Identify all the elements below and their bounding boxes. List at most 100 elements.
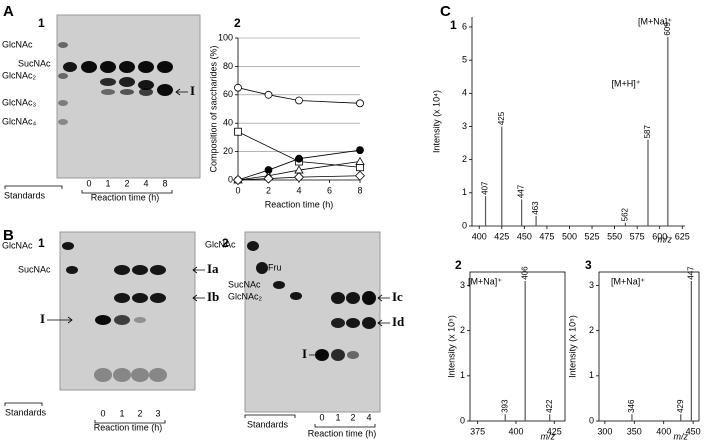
tlc-spot [150,293,166,303]
tlc-spot [58,100,68,106]
tlc-spot [81,61,97,73]
lane-label: 2 [137,408,142,418]
lane-label: 2 [124,178,129,188]
x-tick-label: 475 [539,231,554,241]
series-line [237,161,361,181]
product-label: Ic [392,289,403,304]
tlc-spot [100,61,116,73]
peak-label: 425 [497,111,506,125]
y-tick-label: 100 [218,32,233,42]
standard-label: GlcNAc [2,240,33,250]
panel-number: 3 [585,258,592,272]
y-tick-label: 3 [460,280,465,290]
y-tick-label: 4 [462,88,467,98]
y-tick-label: 0 [589,415,594,425]
arrow [175,88,188,96]
standard-label: GlcNAc₃ [2,97,37,107]
bracket [4,185,63,189]
x-axis-label: Reaction time (h) [91,192,160,202]
tlc-spot [138,61,154,73]
tlc-spot [290,292,302,300]
product-label: Ib [207,289,219,304]
x-axis-label: Reaction time (h) [308,428,377,438]
x-tick-label: 550 [607,231,622,241]
x-axis-label: m/z [541,431,556,441]
y-tick-label: 2 [462,154,467,164]
tlc-spot [256,262,268,274]
y-axis-label: Composition of saccharides (%) [208,45,218,172]
tlc-spot [100,78,116,86]
tlc-spot [132,265,148,275]
y-axis-label: Intensity (x 10⁵) [446,315,456,378]
y-tick-label: 80 [223,61,233,71]
lane-label: 0 [86,178,91,188]
axes [471,17,685,227]
annotation: [M+H]⁺ [611,78,640,88]
marker [234,127,242,136]
peak-label: 407 [481,181,490,195]
peak-label: 609 [663,22,672,36]
standard-label: SucNAc [18,58,51,68]
tlc-spot [58,119,68,125]
peak-label: 393 [500,399,509,413]
frame [598,271,700,422]
standard-label: SucNAc [18,264,51,274]
annotation: [M+Na]⁺ [611,276,645,286]
y-tick-label: 2 [589,325,594,335]
x-tick-label: 625 [675,231,690,241]
x-tick-label: 425 [494,231,509,241]
tlc-spot [113,368,131,382]
substrate-label: I [302,346,307,361]
x-tick-label: 525 [585,231,600,241]
tlc-spot [131,368,149,382]
x-tick-label: 8 [357,185,362,195]
y-tick-label: 1 [460,370,465,380]
x-tick-label: 575 [630,231,645,241]
product-label: Id [392,314,405,329]
lane-label: 0 [319,412,324,422]
arrow [192,266,205,274]
lane-label: 2 [350,412,355,422]
x-tick-label: 425 [547,426,562,436]
y-tick-label: 3 [589,280,594,290]
peak-label: 422 [545,399,554,413]
panel-number: 1 [38,236,45,250]
x-tick-label: 6 [327,185,332,195]
x-tick-label: 375 [470,426,485,436]
peak-label: 406 [520,266,529,280]
marker [264,90,273,99]
panel-letter: B [3,227,14,244]
x-axis-label: m/z [674,431,689,441]
tlc-spot [94,368,112,382]
tlc-spot [114,293,130,303]
x-tick-label: 300 [597,426,612,436]
tlc-spot [63,62,77,72]
frame [469,271,566,422]
y-tick-label: 20 [223,146,233,156]
marker [232,174,244,186]
tlc-spot [58,73,68,79]
x-tick-label: 400 [472,231,487,241]
x-axis-label: m/z [658,234,673,244]
tlc-spot [95,315,111,325]
y-tick-label: 40 [223,118,233,128]
series-line [237,175,361,181]
peak-label: 346 [627,399,636,413]
y-tick-label: 0 [462,220,467,230]
panel-number: 1 [38,16,45,30]
standard-label: GlcNAc [205,239,236,249]
y-tick-label: 6 [462,21,467,31]
bracket [314,424,376,428]
series-line [237,149,361,181]
tlc-plate [59,231,196,391]
tlc-spot [331,292,345,304]
standard-label: GlcNAc₂ [2,70,37,80]
tlc-spot [119,77,135,87]
y-axis-label: Intensity (x 10⁴) [431,90,441,153]
lane-label: 8 [162,178,167,188]
peak-label: 463 [531,201,540,215]
tlc-spot [331,349,345,361]
lane-label: 3 [155,408,160,418]
tlc-spot [66,266,78,274]
